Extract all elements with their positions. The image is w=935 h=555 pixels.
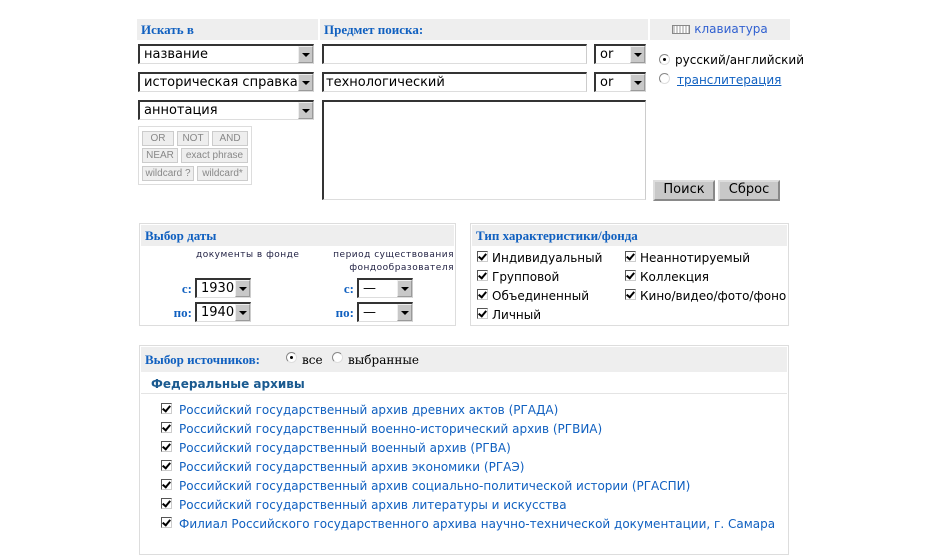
not-button[interactable]: NOT	[177, 131, 209, 146]
archive-checkbox[interactable]	[161, 460, 172, 471]
or-button[interactable]: OR	[142, 131, 174, 146]
near-button[interactable]: NEAR	[142, 148, 178, 163]
period-from-label: с:	[343, 281, 354, 296]
checkbox-label: Индивидуальный	[492, 251, 603, 265]
wildcard-question-button[interactable]: wildcard ?	[142, 166, 194, 181]
field-select-1[interactable]: название	[138, 44, 314, 64]
period-column-label-1: период существования	[333, 250, 454, 260]
search-input-1[interactable]	[322, 44, 587, 64]
wildcard-star-button[interactable]: wildcard*	[197, 166, 248, 181]
divider	[141, 393, 787, 394]
checkbox-label: Кино/видео/фото/фоно	[640, 289, 787, 303]
exact-phrase-button[interactable]: exact phrase	[181, 148, 248, 163]
sources-header: Выбор источников:	[141, 347, 787, 372]
type-header: Тип характеристики/фонда	[472, 225, 787, 246]
search-in-header: Искать в	[137, 19, 318, 40]
chevron-down-icon	[630, 74, 645, 91]
period-from-select[interactable]: —	[357, 278, 413, 298]
and-button[interactable]: AND	[212, 131, 248, 146]
operator-select-2[interactable]: or	[594, 72, 646, 92]
operator-buttons-panel	[138, 126, 252, 185]
checkbox-collection[interactable]	[625, 270, 636, 281]
archive-checkbox[interactable]	[161, 517, 172, 528]
lang-label-ru-en: русский/английский	[675, 53, 805, 67]
checkbox-label: Неаннотируемый	[640, 251, 751, 265]
federal-archives-title: Федеральные архивы	[151, 377, 305, 391]
search-textarea[interactable]	[322, 100, 646, 200]
lang-radio-translit[interactable]	[659, 73, 670, 84]
type-panel	[470, 223, 789, 326]
period-column-label-2: фондообразователя	[349, 263, 454, 273]
sources-selected-radio[interactable]	[332, 352, 343, 363]
archive-checkbox[interactable]	[161, 498, 172, 509]
archive-checkbox[interactable]	[161, 403, 172, 414]
docs-from-label: с:	[181, 281, 192, 296]
lang-radio-ru-en[interactable]	[659, 54, 670, 65]
period-to-select[interactable]: —	[357, 302, 413, 322]
checkbox-individual[interactable]	[477, 251, 488, 262]
chevron-down-icon	[298, 46, 313, 63]
checkbox-group[interactable]	[477, 270, 488, 281]
checkbox-label: Коллекция	[640, 270, 710, 284]
chevron-down-icon	[630, 46, 645, 63]
checkbox-label: Групповой	[492, 270, 560, 284]
subject-header: Предмет поиска:	[320, 19, 648, 40]
period-to-label: по:	[335, 305, 354, 320]
sources-selected-label: выбранные	[348, 353, 420, 367]
keyboard-label: клавиатура	[694, 22, 768, 36]
sources-title: Выбор источников:	[145, 352, 260, 367]
keyboard-link[interactable]: клавиатура	[650, 19, 790, 40]
archive-link[interactable]: Российский государственный военный архив…	[179, 441, 511, 455]
archive-checkbox[interactable]	[161, 441, 172, 452]
docs-column-label: документы в фонде	[196, 250, 300, 260]
archive-link[interactable]: Российский государственный архив древних…	[179, 403, 559, 417]
chevron-down-icon	[298, 74, 313, 91]
checkbox-unannotated[interactable]	[625, 251, 636, 262]
field-select-2[interactable]: историческая справка	[138, 72, 314, 92]
docs-from-select[interactable]: 1930	[195, 278, 251, 298]
archive-checkbox[interactable]	[161, 479, 172, 490]
search-button[interactable]: Поиск	[653, 180, 715, 201]
date-header: Выбор даты	[141, 225, 454, 246]
checkbox-label: Объединенный	[492, 289, 589, 303]
archive-checkbox[interactable]	[161, 422, 172, 433]
field-select-3[interactable]: аннотация	[138, 100, 314, 120]
checkbox-united[interactable]	[477, 289, 488, 300]
chevron-down-icon	[397, 280, 412, 297]
chevron-down-icon	[397, 304, 412, 321]
keyboard-icon	[672, 25, 691, 34]
archive-link[interactable]: Филиал Российского государственного архи…	[179, 517, 776, 531]
sources-all-radio[interactable]	[286, 352, 297, 363]
chevron-down-icon	[235, 280, 250, 297]
search-input-2[interactable]: технологический	[322, 72, 587, 92]
archive-link[interactable]: Российский государственный архив литерат…	[179, 498, 567, 512]
archive-link[interactable]: Российский государственный архив экономи…	[179, 460, 525, 474]
checkbox-label: Личный	[492, 308, 542, 322]
archive-link[interactable]: Российский государственный архив социаль…	[179, 479, 691, 493]
checkbox-personal[interactable]	[477, 308, 488, 319]
chevron-down-icon	[235, 304, 250, 321]
archive-link[interactable]: Российский государственный военно-истори…	[179, 422, 603, 436]
docs-to-label: по:	[173, 305, 192, 320]
reset-button[interactable]: Сброс	[718, 180, 780, 201]
checkbox-media[interactable]	[625, 289, 636, 300]
docs-to-select[interactable]: 1940	[195, 302, 251, 322]
chevron-down-icon	[298, 102, 313, 119]
lang-link-translit[interactable]: транслитерация	[677, 73, 782, 87]
date-panel	[139, 223, 456, 326]
operator-select-1[interactable]: or	[594, 44, 646, 64]
sources-all-label: все	[302, 353, 323, 367]
